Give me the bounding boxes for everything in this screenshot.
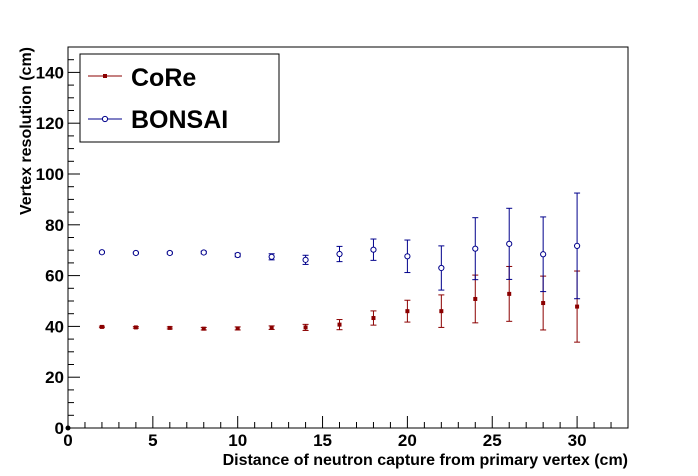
data-point (472, 245, 479, 252)
legend: CoRe BONSAI (79, 53, 280, 143)
series-bonsai (98, 192, 581, 300)
data-point (573, 242, 581, 249)
x-axis-ticks: 0 5 10 15 20 25 30 (63, 416, 629, 450)
data-point (337, 322, 342, 327)
legend-marker (103, 74, 107, 78)
data-point (302, 256, 309, 263)
y-tick-label: 20 (45, 368, 64, 387)
data-point (132, 249, 139, 257)
y-tick-label: 140 (36, 63, 64, 82)
data-point (473, 296, 478, 301)
legend-label-bonsai: BONSAI (131, 106, 228, 134)
origin-point (65, 425, 71, 431)
series-layer (98, 192, 581, 343)
data-point (541, 301, 546, 306)
data-point (268, 253, 275, 260)
x-tick-label: 15 (313, 431, 332, 450)
y-axis-ticks: 0 20 40 60 80 100 120 140 (36, 46, 80, 438)
x-tick-label: 20 (398, 431, 417, 450)
legend-label-core: CoRe (131, 64, 196, 92)
series-core (98, 265, 581, 343)
data-point (269, 325, 274, 330)
y-tick-label: 60 (45, 267, 64, 286)
x-tick-label: 30 (568, 431, 587, 450)
data-point (506, 240, 513, 247)
legend-marker (101, 115, 109, 123)
data-point (404, 253, 411, 260)
data-point (336, 250, 343, 258)
y-tick-label: 40 (45, 317, 64, 336)
data-point (133, 325, 138, 330)
x-axis-title: Distance of neutron capture from primary… (223, 452, 628, 469)
data-point (438, 264, 445, 272)
data-point (201, 326, 206, 331)
data-point (370, 246, 377, 253)
y-tick-label: 80 (45, 216, 64, 235)
y-tick-label: 100 (36, 165, 64, 184)
data-point (235, 326, 240, 331)
y-tick-label: 120 (36, 114, 64, 133)
x-tick-label: 5 (148, 431, 157, 450)
data-point (200, 249, 207, 256)
data-point (98, 249, 106, 256)
data-point (371, 316, 376, 321)
data-point (99, 324, 104, 329)
data-point (405, 309, 410, 314)
legend-items (88, 74, 122, 123)
data-point (166, 249, 173, 257)
data-point (507, 291, 512, 296)
y-tick-label: 0 (55, 419, 64, 438)
y-axis-title: Vertex resolution (cm) (18, 47, 35, 215)
data-point (540, 251, 547, 258)
x-tick-label: 25 (483, 431, 502, 450)
data-point (167, 325, 172, 330)
x-tick-label: 0 (63, 431, 72, 450)
data-point (303, 325, 308, 330)
legend-box (79, 53, 280, 143)
data-point (439, 309, 444, 314)
x-tick-label: 10 (228, 431, 247, 450)
data-point (234, 251, 241, 259)
data-point (575, 304, 580, 309)
